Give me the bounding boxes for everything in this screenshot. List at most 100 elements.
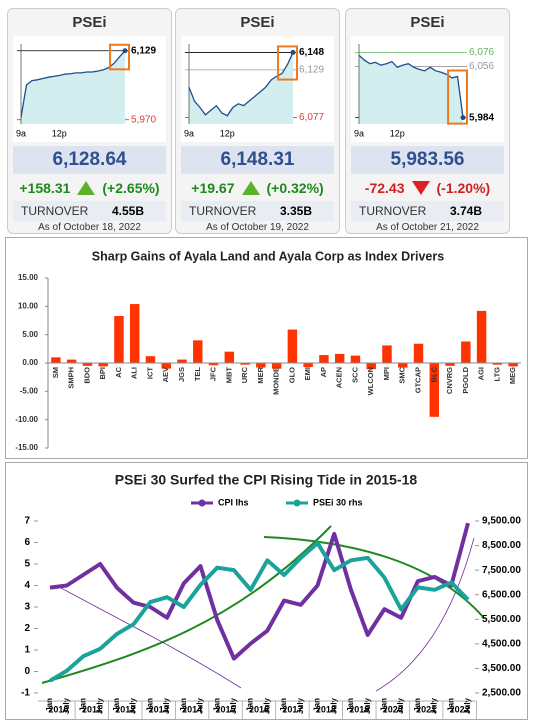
y2-tick-label: 8,500.00	[482, 540, 521, 551]
end-point	[290, 49, 296, 55]
trend-line	[375, 537, 475, 692]
y-tick-label: 3	[24, 602, 30, 613]
bar-chart: Sharp Gains of Ayala Land and Ayala Corp…	[5, 237, 528, 459]
x-tick-label: Jan	[45, 698, 54, 712]
area	[359, 55, 463, 124]
line	[188, 52, 294, 117]
bar	[429, 363, 440, 417]
arrow-up	[241, 181, 260, 195]
y-tick-label: 15.00	[18, 273, 39, 282]
x-tick-label: Jan	[279, 698, 288, 712]
x-tick-label: BPI	[98, 367, 107, 380]
year-label: 2022	[450, 704, 470, 714]
card-title: PSEi	[72, 14, 107, 31]
bar	[177, 359, 187, 363]
x-tick-label: JGS	[177, 367, 186, 382]
bar	[208, 363, 219, 366]
x-tick-label: July	[129, 697, 138, 714]
turnover-label: TURNOVER	[359, 204, 427, 218]
x-tick-label: SMC	[398, 366, 407, 383]
bar	[82, 363, 93, 366]
highlight-box	[109, 43, 131, 71]
y-tick-label: 1	[24, 645, 30, 656]
year-label: 2018	[316, 704, 336, 714]
x-tick-label: AEV	[161, 367, 170, 382]
x-tick-label: PGOLD	[461, 366, 470, 393]
y-tick-label: 2	[24, 623, 30, 634]
quote-card: PSEi 6,148 6,129 6,077 9a 12p 6,148.31 +19.6…	[175, 8, 340, 234]
bar	[366, 363, 376, 370]
legend-swatch	[198, 499, 206, 507]
y2-tick-label: 3,500.00	[482, 663, 521, 674]
bar	[98, 363, 108, 367]
index-value: 6,148.31	[181, 146, 334, 174]
legend-label: CPI lhs	[218, 497, 249, 507]
bar	[508, 363, 518, 367]
bar	[161, 363, 171, 369]
year-label: 2011	[82, 704, 102, 714]
bar	[256, 363, 266, 368]
legend-swatch	[293, 499, 301, 507]
x-tick-label: MEG	[508, 367, 517, 384]
year-label: 2010	[48, 704, 68, 714]
x-tick-label: Jan	[79, 698, 88, 712]
y-tick-label: 6,056	[469, 61, 494, 72]
x-tick-label: 9a	[184, 128, 194, 138]
y-tick-label: 5.00	[22, 330, 38, 339]
change-row: +19.67 (+0.32%)	[176, 177, 339, 199]
x-tick-label: AP	[319, 367, 328, 377]
x-tick-label: Jan	[145, 698, 154, 712]
series-line	[48, 541, 470, 683]
x-tick-label: MER	[256, 366, 265, 383]
bar	[303, 363, 313, 367]
x-tick-label: BLC	[429, 366, 438, 382]
x-tick-label: July	[430, 697, 439, 714]
x-tick-label: URC	[240, 366, 249, 383]
bar	[193, 340, 203, 363]
turnover: 4.55B	[111, 204, 144, 218]
x-tick-label: July	[396, 697, 405, 714]
quote-card: PSEi 6,129 5,970 9a 12p 6,128.64 +158.31 (+2…	[7, 8, 172, 234]
x-tick-label: 9a	[16, 128, 26, 138]
x-tick-label: LTG	[492, 367, 501, 382]
turnover: 3.35B	[279, 204, 312, 218]
bar	[129, 304, 140, 363]
x-tick-label: 12p	[390, 128, 405, 138]
index-value: 6,128.64	[13, 146, 166, 174]
x-tick-label: Jan	[313, 698, 322, 712]
arrow-down	[411, 181, 430, 195]
y-tick-label: -5.00	[20, 386, 39, 395]
bar	[445, 363, 455, 366]
end-point	[122, 48, 128, 54]
y-tick-label: 6	[24, 537, 30, 548]
bar	[114, 315, 124, 363]
highlight-box	[447, 69, 469, 125]
x-tick-label: JFC	[209, 366, 218, 381]
highlight-box	[277, 45, 299, 81]
trend-line	[60, 587, 242, 689]
y-tick-label: 5,970	[131, 114, 156, 125]
y-tick-label: 6,129	[131, 45, 156, 56]
bar	[413, 343, 424, 363]
as-of: As of October 19, 2022	[206, 222, 309, 233]
end-point	[460, 115, 466, 121]
bar	[287, 329, 298, 363]
area	[189, 52, 293, 124]
y2-tick-label: 9,500.00	[482, 516, 521, 527]
x-tick-label: Jan	[246, 698, 255, 712]
year-label: 2020	[383, 704, 403, 714]
turnover-row: TURNOVER 3.35B	[181, 201, 334, 221]
x-tick-label: BDO	[82, 367, 91, 384]
change: +158.31	[19, 180, 71, 196]
x-tick-label: July	[162, 697, 171, 714]
trend-line	[41, 525, 332, 684]
change-pct: (-1.20%)	[436, 180, 491, 196]
year-label: 2012	[115, 704, 135, 714]
change-row: -72.43 (-1.20%)	[346, 177, 509, 199]
series-line	[49, 522, 470, 661]
sparkline: 6,129 5,970 9a 12p	[13, 36, 166, 142]
y-tick-label: -1	[21, 688, 30, 699]
y-tick-label: 0	[24, 666, 30, 677]
x-tick-label: July	[95, 697, 104, 714]
